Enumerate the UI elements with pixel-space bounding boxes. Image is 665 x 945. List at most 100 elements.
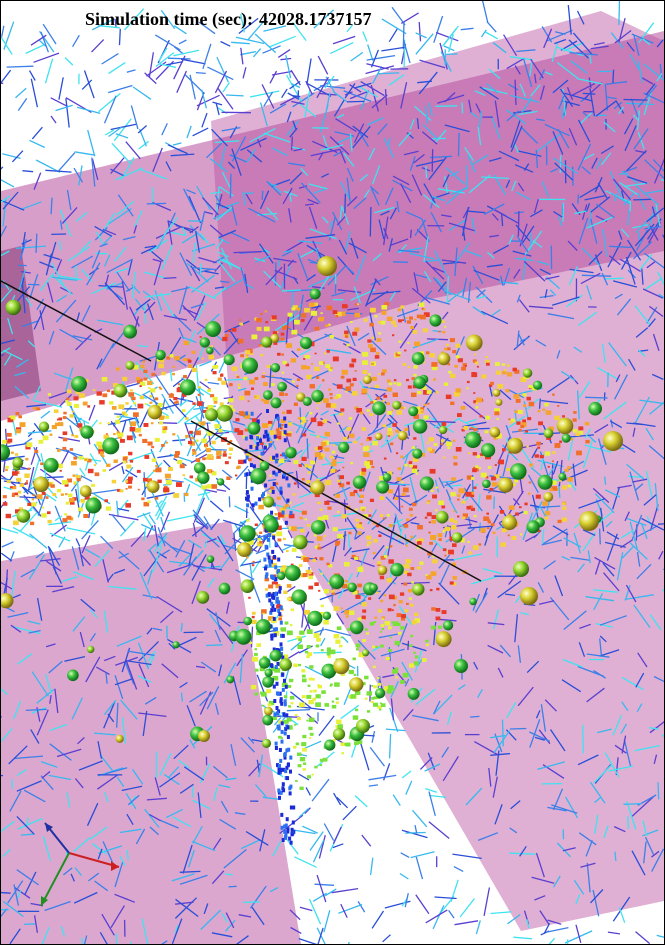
mesh-edge [490,752,511,756]
event-sphere [307,610,323,627]
column-cell [289,840,293,845]
column-cell [288,791,292,796]
fracture-cell [564,468,569,472]
mesh-edge [242,191,246,206]
fracture-cell [508,513,512,516]
mesh-edge [291,21,307,41]
fracture-cell [308,585,314,590]
mesh-edge [368,774,397,781]
fracture-cell [457,515,460,518]
fracture-cell [314,493,320,498]
fracture-cell [125,488,128,490]
fracture-cell [380,320,386,325]
mesh-edge [600,152,612,166]
fracture-cell [337,422,340,425]
fracture-cell [122,460,127,464]
fracture-cell [223,451,227,454]
mesh-edge [332,91,348,103]
mesh-edge [234,505,249,514]
mesh-edge [383,137,395,159]
orientation-axes [40,822,120,907]
mesh-edge [152,627,163,631]
mesh-edge [273,482,291,509]
fracture-cell [480,472,487,478]
mesh-edge [186,125,192,139]
fracture-cell [319,557,324,561]
fracture-cell [366,710,371,713]
mesh-edge [501,214,504,227]
fracture-cell [314,326,320,331]
mesh-edge [240,839,261,850]
mesh-edge [247,736,255,744]
mesh-edge [536,118,545,122]
fracture-cell [381,618,384,621]
mesh-edge [10,624,22,633]
fracture-cell [351,554,356,558]
fracture-cell [461,428,465,432]
mesh-edge [173,313,192,332]
fracture-cell [122,457,128,461]
mesh-edge [603,121,616,133]
fracture-cell [9,486,13,489]
mesh-edge [499,644,511,658]
fracture-cell [132,364,139,370]
fracture-cell [350,462,353,465]
mesh-edge [431,149,434,172]
fracture-cell [317,685,322,689]
mesh-edge [316,874,327,903]
mesh-edge [272,537,284,554]
mesh-edge [114,678,133,686]
fracture-cell [33,406,37,410]
fracture-cell [157,402,164,408]
mesh-edge [512,250,532,257]
mesh-edge [121,280,129,310]
event-sphere [264,518,279,533]
fracture-cell [131,396,136,401]
fracture-cell [289,678,294,683]
fracture-cell [515,512,519,516]
mesh-edge [620,530,634,539]
mesh-edge [568,266,578,285]
fracture-cell [413,437,417,440]
mesh-edge [582,440,594,469]
mesh-edge [437,94,465,104]
fracture-cell [229,440,233,443]
mesh-edge [24,871,37,895]
mesh-edge [608,765,633,772]
mesh-edge [328,220,333,229]
event-sphere [412,419,428,434]
fracture-cell [471,477,475,480]
mesh-edge [1,339,15,345]
mesh-edge [445,167,466,185]
mesh-edge [258,243,274,264]
event-sphere [263,496,275,508]
mesh-edge [103,699,117,716]
mesh-edge [1,353,5,357]
mesh-edge [6,65,34,68]
mesh-edge [488,68,501,80]
fracture-cell [462,363,467,367]
event-sphere [79,485,92,498]
mesh-edge [224,919,236,932]
fracture-cell [330,397,333,400]
mesh-edge [1,282,4,289]
mesh-edge [225,912,235,929]
fracture-cell [345,615,349,618]
mesh-edge [611,193,632,206]
fracture-cell [381,305,388,310]
mesh-edge [76,312,81,323]
mesh-edge [632,223,649,229]
fracture-cell [355,508,358,511]
mesh-edge [348,242,367,254]
fracture-cell [176,387,182,393]
fracture-cell [276,428,280,432]
mesh-edge [390,238,409,246]
fracture-cell [433,378,436,381]
fracture-cell [30,521,35,526]
mesh-edge [234,812,246,815]
fracture-cell [472,468,477,473]
mesh-edge [291,100,305,105]
event-sphere [489,426,501,438]
